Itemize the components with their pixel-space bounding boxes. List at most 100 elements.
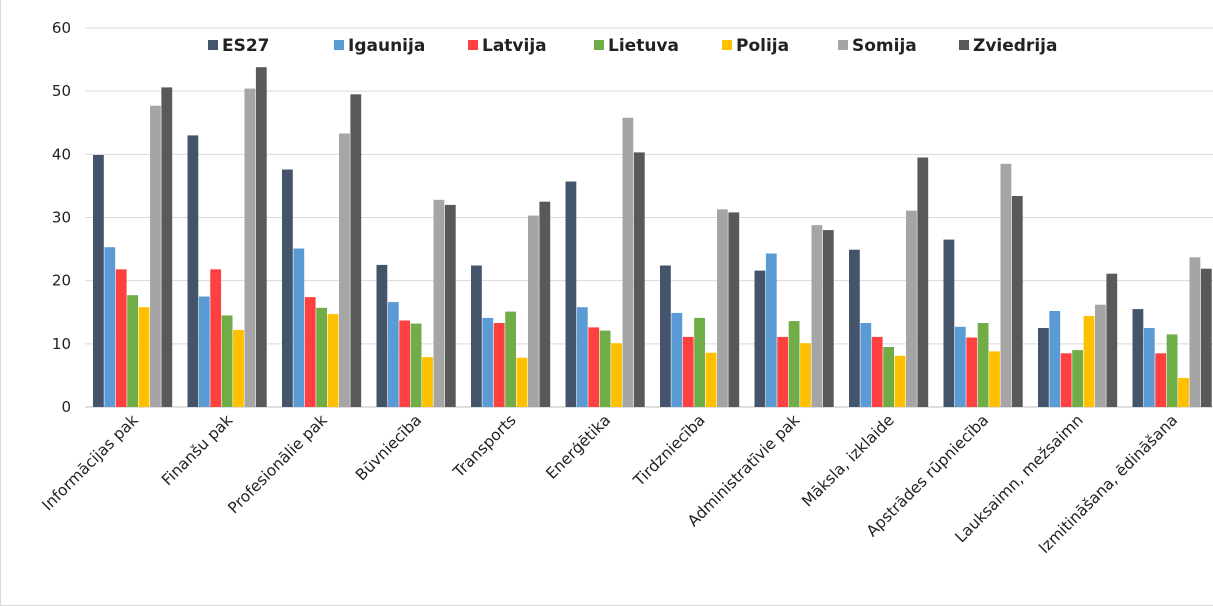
bar-somija-2: [244, 88, 256, 407]
bar-somija-1: [150, 105, 161, 407]
bar-zviedrija-11: [1106, 273, 1118, 407]
legend-item-lietuva: Lietuva: [594, 36, 679, 56]
legend-item-es27: ES27: [208, 36, 270, 56]
bar-somija-12: [1189, 257, 1201, 407]
bar-latvija-2: [210, 269, 222, 407]
bar-lietuva-8: [788, 321, 800, 407]
bar-somija-10: [1000, 163, 1012, 407]
bar-somija-5: [528, 215, 539, 407]
bar-igaunija-3: [293, 248, 305, 407]
x-category-label: Enerģētika: [542, 411, 614, 483]
legend-item-igaunija: Igaunija: [334, 36, 425, 56]
legend-item-latvija: Latvija: [468, 36, 547, 56]
bar-igaunija-4: [387, 302, 399, 407]
x-category-label: Māksla, izklaide: [798, 411, 897, 510]
legend-label: Lietuva: [608, 36, 679, 56]
y-tick-label: 20: [52, 272, 71, 290]
bar-es27-12: [1132, 309, 1144, 407]
bar-polija-11: [1083, 316, 1095, 407]
bar-polija-4: [422, 357, 433, 407]
bar-igaunija-2: [198, 296, 210, 407]
bar-polija-5: [516, 357, 528, 407]
gridlines: [85, 27, 1213, 408]
bar-somija-11: [1095, 304, 1106, 407]
bar-polija-6: [611, 343, 622, 407]
y-tick-label: 40: [52, 145, 71, 163]
legend-label: ES27: [222, 36, 270, 56]
bar-es27-4: [376, 264, 388, 407]
bar-lietuva-7: [694, 317, 705, 407]
bar-polija-3: [327, 314, 339, 407]
bar-es27-1: [93, 155, 104, 407]
bar-igaunija-7: [671, 312, 683, 407]
bar-igaunija-5: [482, 317, 494, 407]
legend-swatch: [468, 40, 478, 50]
bar-es27-11: [1038, 328, 1049, 407]
legend-label: Somija: [852, 36, 917, 56]
bar-lietuva-2: [221, 315, 233, 407]
bar-latvija-5: [493, 323, 505, 407]
legend-swatch: [334, 40, 344, 50]
bar-zviedrija-2: [255, 67, 267, 407]
legend-swatch: [594, 40, 604, 50]
bar-somija-6: [622, 117, 634, 407]
bar-zviedrija-6: [633, 152, 645, 407]
x-category-label: Transports: [449, 411, 520, 482]
bar-lietuva-11: [1072, 350, 1083, 407]
bar-latvija-3: [304, 297, 316, 407]
x-category-label: Informācijas pak: [39, 411, 142, 514]
bar-zviedrija-12: [1200, 268, 1212, 407]
legend-swatch: [722, 40, 732, 50]
bar-polija-12: [1178, 377, 1189, 407]
bar-somija-3: [339, 133, 350, 407]
legend-swatch: [959, 40, 969, 50]
y-tick-label: 0: [61, 398, 71, 416]
bar-igaunija-9: [860, 323, 872, 407]
legend-label: Igaunija: [348, 36, 425, 56]
bar-igaunija-1: [104, 247, 116, 407]
bar-zviedrija-3: [350, 94, 362, 408]
bar-igaunija-8: [765, 253, 777, 407]
bar-latvija-6: [588, 327, 600, 407]
bar-igaunija-6: [576, 307, 588, 407]
y-tick-label: 60: [52, 19, 71, 37]
legend-item-zviedrija: Zviedrija: [959, 36, 1057, 56]
x-category-label: Finanšu pak: [158, 411, 236, 489]
bar-lietuva-6: [599, 330, 611, 407]
bar-es27-7: [660, 265, 671, 407]
bar-latvija-1: [115, 269, 127, 407]
bar-zviedrija-7: [728, 212, 740, 407]
legend-label: Latvija: [482, 36, 547, 56]
bar-igaunija-12: [1143, 328, 1155, 407]
bar-lietuva-10: [977, 323, 989, 407]
bar-zviedrija-5: [539, 201, 551, 407]
bar-polija-2: [233, 329, 244, 407]
bar-zviedrija-1: [161, 87, 173, 408]
legend-item-polija: Polija: [722, 36, 789, 56]
bar-somija-9: [906, 210, 917, 407]
bar-lietuva-5: [505, 311, 516, 407]
bar-igaunija-11: [1049, 311, 1061, 407]
y-tick-label: 10: [52, 335, 71, 353]
bar-lietuva-12: [1166, 334, 1178, 407]
legend-label: Zviedrija: [973, 36, 1057, 56]
y-tick-label: 50: [52, 82, 71, 100]
bar-latvija-8: [777, 336, 789, 407]
bar-zviedrija-10: [1011, 196, 1023, 407]
bar-latvija-10: [966, 337, 978, 407]
bar-polija-7: [705, 352, 717, 407]
legend-item-somija: Somija: [838, 36, 917, 56]
bar-polija-1: [138, 307, 150, 407]
bars: [93, 67, 1212, 408]
bar-es27-6: [565, 181, 577, 407]
bar-igaunija-10: [954, 326, 966, 407]
bar-latvija-4: [399, 320, 411, 407]
bar-lietuva-3: [316, 307, 327, 407]
bar-es27-3: [282, 169, 293, 407]
bar-polija-10: [989, 351, 1000, 407]
bar-polija-9: [894, 355, 906, 407]
legend-label: Polija: [736, 36, 789, 56]
legend-swatch: [838, 40, 848, 50]
